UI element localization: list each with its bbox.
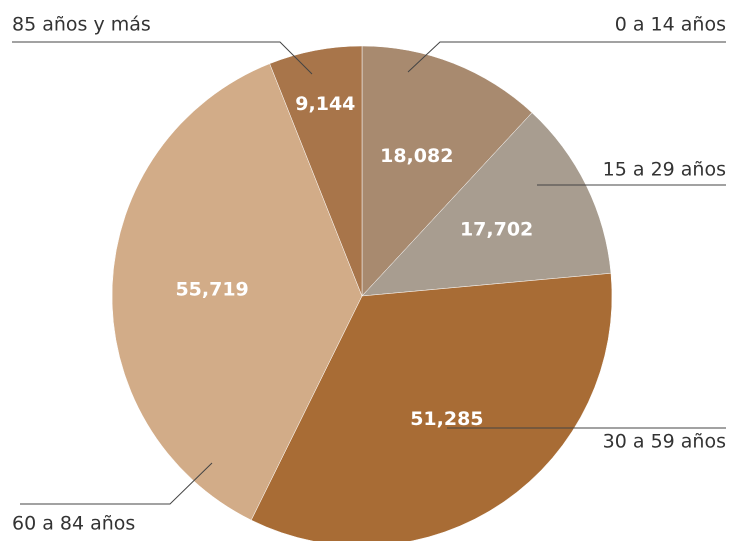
data-label: 9,144 [295,93,355,115]
category-label: 15 a 29 años [603,159,726,181]
leader-line [20,462,213,505]
pie-slice [361,45,533,297]
leader-line [407,41,726,73]
leader-line [12,41,313,75]
category-label: 60 a 84 años [12,513,135,535]
data-label: 55,719 [175,278,248,300]
pie-slice [361,112,612,297]
category-label: 30 a 59 años [603,431,726,453]
category-label: 0 a 14 años [615,14,726,36]
pie-slice [250,273,613,541]
pie-slice [111,63,363,521]
category-label: 85 años y más [12,14,151,36]
pie-slice [269,45,363,297]
data-label: 51,285 [410,408,483,430]
data-label: 17,702 [460,218,533,240]
data-label: 18,082 [380,145,453,167]
